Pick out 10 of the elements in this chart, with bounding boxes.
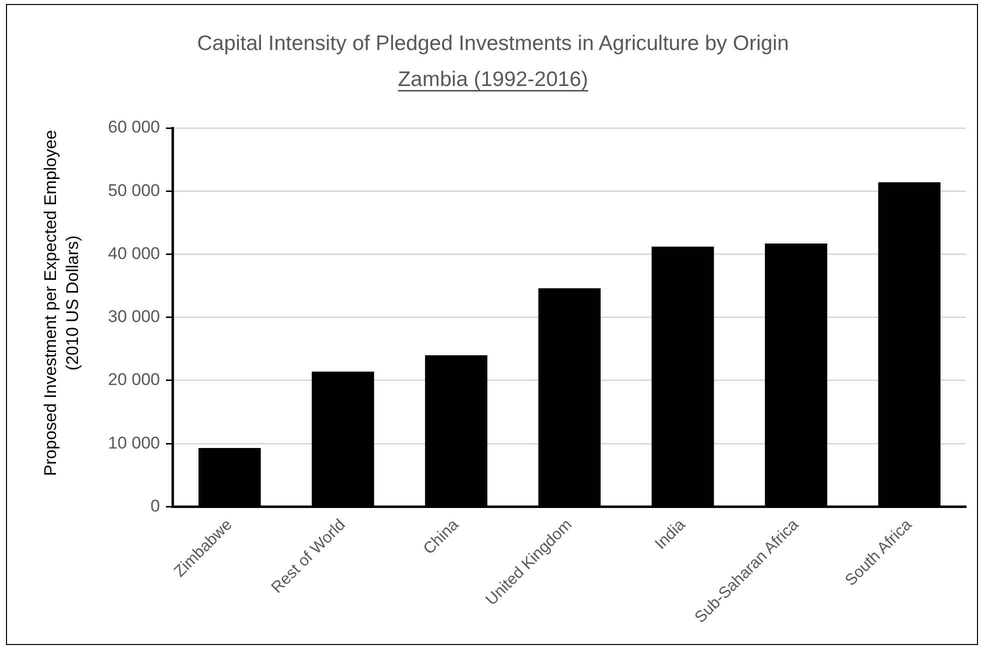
y-tick-label: 10 000: [108, 433, 160, 452]
y-tick-label: 50 000: [108, 180, 160, 200]
y-tick-label: 20 000: [108, 370, 160, 390]
y-tick-label: 60 000: [108, 118, 160, 137]
y-axis-title: Proposed Investment per Expected Employee (2010 US Dollars): [41, 130, 82, 476]
chart-title: Capital Intensity of Pledged Investments in Agriculture by Origin: [197, 32, 789, 55]
chart-subtitle: Zambia (1992-2016): [398, 68, 588, 91]
y-tick-label: 0: [150, 496, 160, 516]
y-tick-label: 40 000: [108, 244, 160, 263]
y-tick-label: 30 000: [108, 307, 160, 326]
